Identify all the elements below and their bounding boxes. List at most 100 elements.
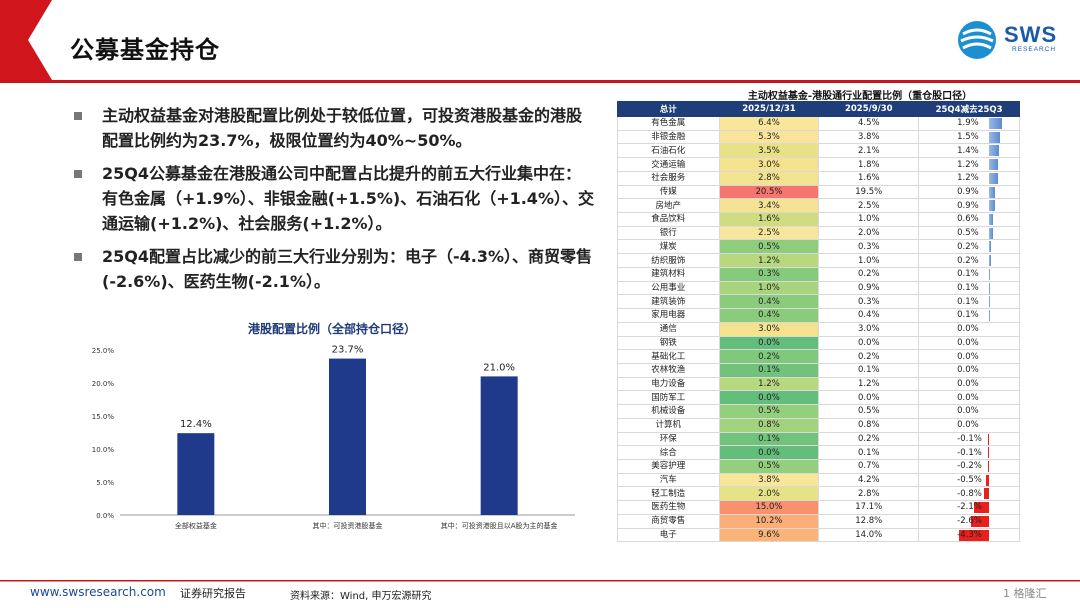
value-2025-12-31-cell: 0.0% <box>718 335 820 351</box>
value-2025-9-30-cell: 2.1% <box>818 143 920 159</box>
industry-name-cell: 综合 <box>617 445 720 460</box>
industry-name-cell: 国防军工 <box>617 390 720 406</box>
bullet-item: 25Q4配置占比减少的前三大行业分别为：电子（-4.3%）、商贸零售(-2.6%… <box>74 244 594 294</box>
table-row: 石油石化 3.5% 2.1% 1.4% <box>617 143 1020 159</box>
value-2025-9-30-cell: 3.0% <box>818 321 920 337</box>
table-row: 基础化工 0.2% 0.2% 0.0% <box>617 349 1020 364</box>
diff-value: -2.6% <box>957 516 982 527</box>
diff-cell: 0.1% <box>918 294 1020 310</box>
value-2025-9-30-cell: 0.5% <box>818 404 920 419</box>
industry-name-cell: 通信 <box>617 321 720 337</box>
diff-data-bar <box>989 227 993 239</box>
diff-cell: 0.0% <box>918 390 1020 406</box>
table-row: 社会服务 2.8% 1.6% 1.2% <box>617 170 1020 186</box>
value-2025-12-31-cell: 0.5% <box>718 458 820 474</box>
industry-name-cell: 农林牧渔 <box>617 362 720 378</box>
industry-allocation-table: 总计 2025/12/31 2025/9/30 25Q4减去25Q3 有色金属 6… <box>617 101 1020 543</box>
table-row: 房地产 3.4% 2.5% 0.9% <box>617 198 1020 214</box>
table-row: 钢铁 0.0% 0.0% 0.0% <box>617 335 1020 351</box>
industry-name-cell: 环保 <box>617 431 720 447</box>
table-row: 传媒 20.5% 19.5% 0.9% <box>617 184 1020 200</box>
industry-name-cell: 非银金融 <box>617 129 720 145</box>
value-2025-9-30-cell: 0.4% <box>818 308 920 323</box>
industry-name-cell: 建筑装饰 <box>617 294 720 310</box>
value-2025-9-30-cell: 4.2% <box>818 472 920 488</box>
industry-name-cell: 房地产 <box>617 198 720 214</box>
footer-website-link[interactable]: www.swsresearch.com <box>30 585 166 599</box>
value-2025-9-30-cell: 3.8% <box>818 129 920 145</box>
diff-cell: 0.2% <box>918 253 1020 268</box>
bullet-square-icon <box>74 253 82 261</box>
value-2025-9-30-cell: 0.0% <box>818 390 920 406</box>
col-header-diff: 25Q4减去25Q3 <box>918 101 1020 117</box>
table-row: 银行 2.5% 2.0% 0.5% <box>617 225 1020 241</box>
table-row: 机械设备 0.5% 0.5% 0.0% <box>617 404 1020 419</box>
page-header: 公募基金持仓 SWS RESEARCH <box>0 0 1080 83</box>
value-2025-12-31-cell: 0.5% <box>718 404 820 419</box>
diff-data-bar <box>989 200 996 212</box>
diff-cell: 0.9% <box>918 198 1020 214</box>
bar-value-label: 21.0% <box>483 362 515 373</box>
industry-name-cell: 钢铁 <box>617 335 720 351</box>
table-row: 家用电器 0.4% 0.4% 0.1% <box>617 308 1020 323</box>
table-row: 纺织服饰 1.2% 1.0% 0.2% <box>617 253 1020 268</box>
diff-cell: 1.9% <box>918 116 1020 131</box>
diff-cell: 0.1% <box>918 308 1020 323</box>
bar-value-label: 23.7% <box>332 345 364 356</box>
bar <box>177 433 215 515</box>
diff-value: 0.5% <box>957 228 979 239</box>
watermark: 1 格隆汇 <box>1003 585 1047 601</box>
industry-name-cell: 电力设备 <box>617 376 720 392</box>
footer-source: 资料来源：Wind, 申万宏源研究 <box>290 591 432 602</box>
value-2025-9-30-cell: 0.8% <box>818 417 920 433</box>
value-2025-12-31-cell: 0.1% <box>718 431 820 447</box>
diff-value: 0.9% <box>957 186 979 197</box>
industry-name-cell: 商贸零售 <box>617 513 720 529</box>
value-2025-9-30-cell: 1.6% <box>818 170 920 186</box>
diff-data-bar <box>989 118 1003 129</box>
diff-cell: -0.8% <box>918 486 1020 502</box>
table-row: 国防军工 0.0% 0.0% 0.0% <box>617 390 1020 406</box>
diff-value: 0.6% <box>957 214 979 225</box>
diff-cell: 1.2% <box>918 157 1020 172</box>
industry-name-cell: 交通运输 <box>617 157 720 172</box>
table-header-row: 总计 2025/12/31 2025/9/30 25Q4减去25Q3 <box>617 101 1020 117</box>
diff-cell: 0.6% <box>918 212 1020 227</box>
industry-name-cell: 有色金属 <box>617 116 720 131</box>
value-2025-12-31-cell: 0.5% <box>718 239 820 255</box>
table-row: 环保 0.1% 0.2% -0.1% <box>617 431 1020 447</box>
diff-value: -2.1% <box>957 502 982 513</box>
y-tick-label: 5.0% <box>96 479 114 487</box>
value-2025-12-31-cell: 0.4% <box>718 294 820 310</box>
value-2025-12-31-cell: 3.0% <box>718 157 820 172</box>
diff-value: 0.1% <box>957 269 979 280</box>
diff-data-bar <box>988 433 990 445</box>
value-2025-9-30-cell: 1.2% <box>818 376 920 392</box>
table-title: 主动权益基金-港股通行业配置比例（重仓股口径） <box>747 91 973 102</box>
footer-report-type: 证券研究报告 <box>180 587 246 600</box>
value-2025-9-30-cell: 19.5% <box>818 184 920 200</box>
bullet-text: 25Q4配置占比减少的前三大行业分别为：电子（-4.3%）、商贸零售(-2.6%… <box>102 247 593 291</box>
value-2025-9-30-cell: 1.0% <box>818 212 920 227</box>
industry-name-cell: 公用事业 <box>617 280 720 296</box>
industry-name-cell: 轻工制造 <box>617 486 720 502</box>
diff-cell: -0.1% <box>918 431 1020 447</box>
table-row: 美容护理 0.5% 0.7% -0.2% <box>617 458 1020 474</box>
header-red-accent <box>0 0 52 80</box>
diff-cell: -0.2% <box>918 458 1020 474</box>
value-2025-9-30-cell: 1.0% <box>818 253 920 268</box>
diff-data-bar <box>989 296 990 308</box>
value-2025-9-30-cell: 0.1% <box>818 362 920 378</box>
table-row: 电力设备 1.2% 1.2% 0.0% <box>617 376 1020 392</box>
diff-value: 0.2% <box>957 241 979 252</box>
value-2025-12-31-cell: 3.0% <box>718 321 820 337</box>
diff-cell: 0.1% <box>918 280 1020 296</box>
diff-data-bar <box>989 282 990 294</box>
industry-name-cell: 电子 <box>617 527 720 543</box>
value-2025-12-31-cell: 9.6% <box>718 527 820 543</box>
chart-title: 港股配置比例（全部持仓口径） <box>248 322 417 336</box>
industry-name-cell: 机械设备 <box>617 404 720 419</box>
col-header-industry: 总计 <box>617 101 720 117</box>
value-2025-12-31-cell: 15.0% <box>718 500 820 515</box>
y-tick-label: 20.0% <box>92 380 115 388</box>
